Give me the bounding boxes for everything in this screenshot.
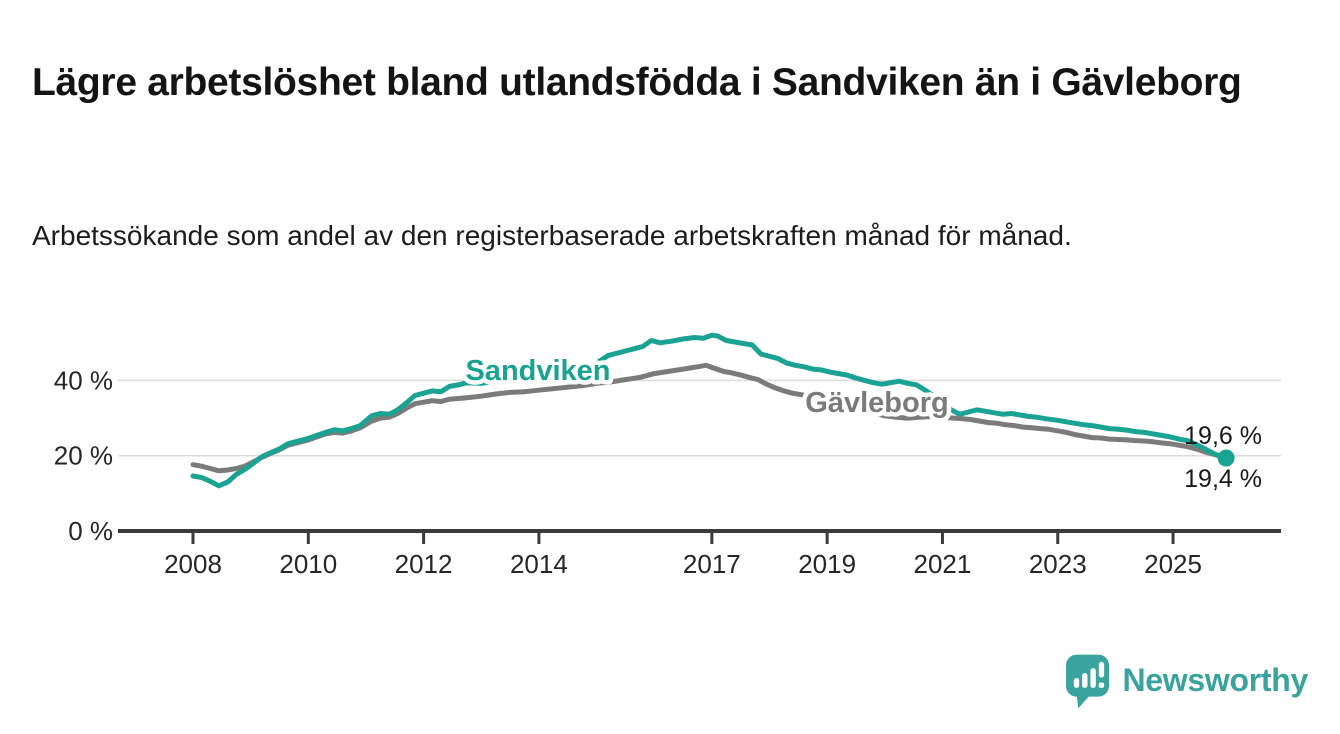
x-tick-label: 2014 <box>510 549 568 579</box>
logo-exclamation-dot <box>1098 682 1104 688</box>
x-tick-label: 2025 <box>1144 549 1202 579</box>
x-tick-label: 2008 <box>164 549 222 579</box>
series-label-gavleborg: Gävleborg <box>805 387 948 419</box>
x-axis-tick-layer: 2008 2010 2012 2014 2017 2019 2021 2023 2025 <box>164 531 1202 579</box>
newsworthy-logo-text: Newsworthy <box>1122 662 1309 698</box>
newsworthy-chart-bubble-icon <box>1065 654 1109 709</box>
chart-subtitle: Arbetssökande som andel av den registerb… <box>32 220 1072 251</box>
x-tick-label: 2019 <box>798 549 856 579</box>
x-tick-label: 2010 <box>279 549 337 579</box>
logo-exclamation-bar <box>1098 661 1104 678</box>
line-series-sandviken <box>190 332 1229 489</box>
x-tick-label: 2023 <box>1029 549 1087 579</box>
y-tick-label: 0 % <box>68 516 113 546</box>
y-tick-label: 20 % <box>54 441 113 471</box>
end-value-label-gavleborg: 19,6 % <box>1184 422 1262 450</box>
gridline-layer: 40 % 20 % 0 % <box>54 365 1281 546</box>
logo-bar-tall <box>1089 668 1096 688</box>
end-value-label-sandviken: 19,4 % <box>1184 465 1262 493</box>
x-tick-label: 2021 <box>914 549 972 579</box>
page-title: Lägre arbetslöshet bland utlandsfödda i … <box>32 61 1242 105</box>
x-tick-label: 2017 <box>683 549 741 579</box>
series-layer <box>190 332 1235 489</box>
logo-bar-medium <box>1081 673 1087 688</box>
series-label-sandviken: Sandviken <box>465 355 610 387</box>
x-tick-label: 2012 <box>395 549 453 579</box>
series-end-dot-sandviken <box>1217 449 1235 467</box>
logo-bar-small <box>1073 678 1079 688</box>
newsworthy-logo: Newsworthy <box>1064 652 1309 710</box>
y-tick-label: 40 % <box>54 365 113 395</box>
